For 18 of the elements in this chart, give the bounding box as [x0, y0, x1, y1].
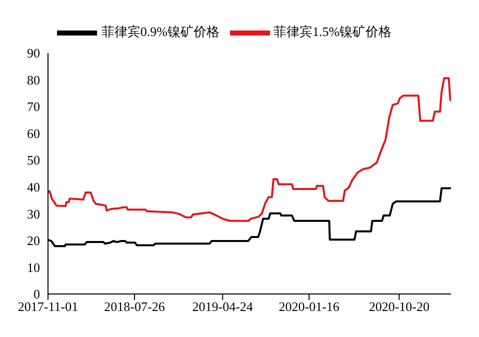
x-tick-label: 2020-10-20 — [368, 299, 430, 314]
y-tick-label: 60 — [27, 126, 40, 141]
x-tick-label: 2018-07-26 — [104, 299, 166, 314]
legend-label: 菲律宾0.9%镍矿价格 — [101, 24, 220, 39]
y-tick-label: 50 — [27, 152, 40, 168]
y-tick-label: 20 — [27, 233, 40, 248]
legend-label: 菲律宾1.5%镍矿价格 — [274, 24, 392, 39]
y-tick-label: 0 — [34, 286, 40, 302]
y-tick-label: 30 — [27, 206, 40, 222]
y-tick-label: 10 — [27, 260, 40, 275]
x-tick-label: 2017-11-01 — [18, 299, 78, 314]
y-tick-label: 70 — [27, 99, 40, 114]
line-series — [48, 77, 451, 222]
y-tick-label: 90 — [27, 46, 40, 61]
y-tick-label: 80 — [27, 72, 40, 88]
x-tick-label: 2019-04-24 — [192, 299, 254, 314]
y-tick-label: 40 — [27, 180, 40, 195]
x-tick-label: 2020-01-16 — [278, 299, 340, 314]
